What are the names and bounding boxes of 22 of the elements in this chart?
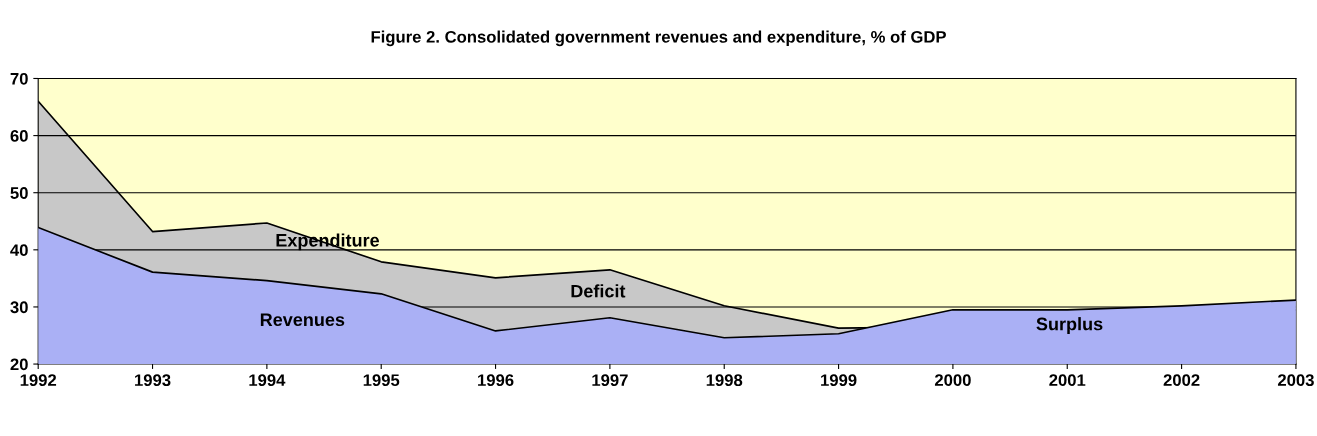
series-label: Revenues — [260, 313, 345, 327]
x-tick-label: 2001 — [1049, 374, 1086, 387]
x-tick-label: 1993 — [135, 374, 171, 387]
x-tick-label: 1999 — [821, 374, 857, 387]
x-tick-label: 1995 — [363, 374, 400, 387]
x-tick-label: 2000 — [934, 374, 971, 387]
annotation: Deficit — [571, 284, 626, 298]
x-tick-label: 1996 — [478, 374, 514, 387]
x-tick-label: 2002 — [1163, 374, 1200, 387]
x-tick-label: 1997 — [592, 374, 628, 387]
y-tick-label: 40 — [10, 244, 28, 257]
y-tick-label: 70 — [10, 72, 28, 85]
chart-title: Figure 2. Consolidated government revenues and expenditure, % of GDP — [371, 30, 946, 47]
x-tick-label: 1992 — [20, 374, 57, 387]
x-tick-label: 1998 — [706, 374, 743, 387]
y-tick-label: 30 — [10, 301, 28, 314]
x-tick-label: 1994 — [249, 374, 286, 387]
y-tick-label: 20 — [10, 358, 28, 371]
y-tick-label: 50 — [10, 187, 28, 199]
annotation: Surplus — [1036, 317, 1103, 334]
x-tick-label: 2003 — [1277, 374, 1314, 387]
y-tick-label: 60 — [10, 130, 28, 142]
